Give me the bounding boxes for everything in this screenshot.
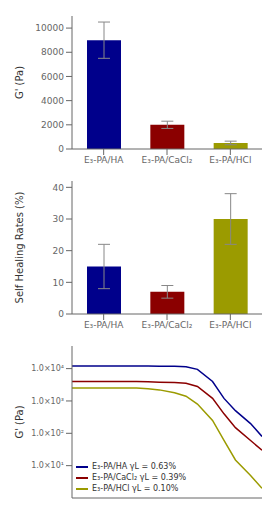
- svg-text:E₃-PA/HCl: E₃-PA/HCl: [209, 155, 251, 165]
- svg-text:8000: 8000: [41, 47, 64, 57]
- svg-text:0: 0: [58, 144, 64, 154]
- svg-text:G' (Pa): G' (Pa): [14, 66, 25, 99]
- html-text:E₃-PA/HCl γL = 0.10%: E₃-PA/HCl γL = 0.10%: [92, 484, 179, 493]
- svg-text:1.0×10³: 1.0×10³: [31, 397, 64, 406]
- svg-text:1.0×10²: 1.0×10²: [31, 429, 64, 438]
- svg-text:Self Healing Rates (%): Self Healing Rates (%): [14, 191, 25, 303]
- svg-text:E₃-PA/HCl: E₃-PA/HCl: [209, 320, 251, 330]
- svg-text:E₃-PA/CaCl₂: E₃-PA/CaCl₂: [142, 155, 193, 165]
- svg-text:E₃-PA/HA: E₃-PA/HA: [84, 155, 124, 165]
- svg-text:1.0×10⁴: 1.0×10⁴: [31, 364, 64, 373]
- svg-text:0: 0: [58, 309, 64, 319]
- svg-text:2000: 2000: [41, 120, 64, 130]
- svg-text:30: 30: [53, 214, 65, 224]
- svg-text:10: 10: [53, 278, 65, 288]
- html-text:E₃-PA/HA γL = 0.63%: E₃-PA/HA γL = 0.63%: [92, 462, 177, 471]
- svg-text:4000: 4000: [41, 96, 64, 106]
- svg-text:20: 20: [53, 246, 65, 256]
- svg-text:E₃-PA/HA: E₃-PA/HA: [84, 320, 124, 330]
- svg-text:10000: 10000: [35, 23, 64, 33]
- html-text:E₃-PA/CaCl₂ γL = 0.39%: E₃-PA/CaCl₂ γL = 0.39%: [92, 473, 187, 482]
- svg-text:G' (Pa): G' (Pa): [14, 405, 25, 438]
- svg-text:6000: 6000: [41, 72, 64, 82]
- svg-text:40: 40: [53, 183, 65, 193]
- svg-text:1.0×10¹: 1.0×10¹: [31, 461, 64, 470]
- svg-text:E₃-PA/CaCl₂: E₃-PA/CaCl₂: [142, 320, 193, 330]
